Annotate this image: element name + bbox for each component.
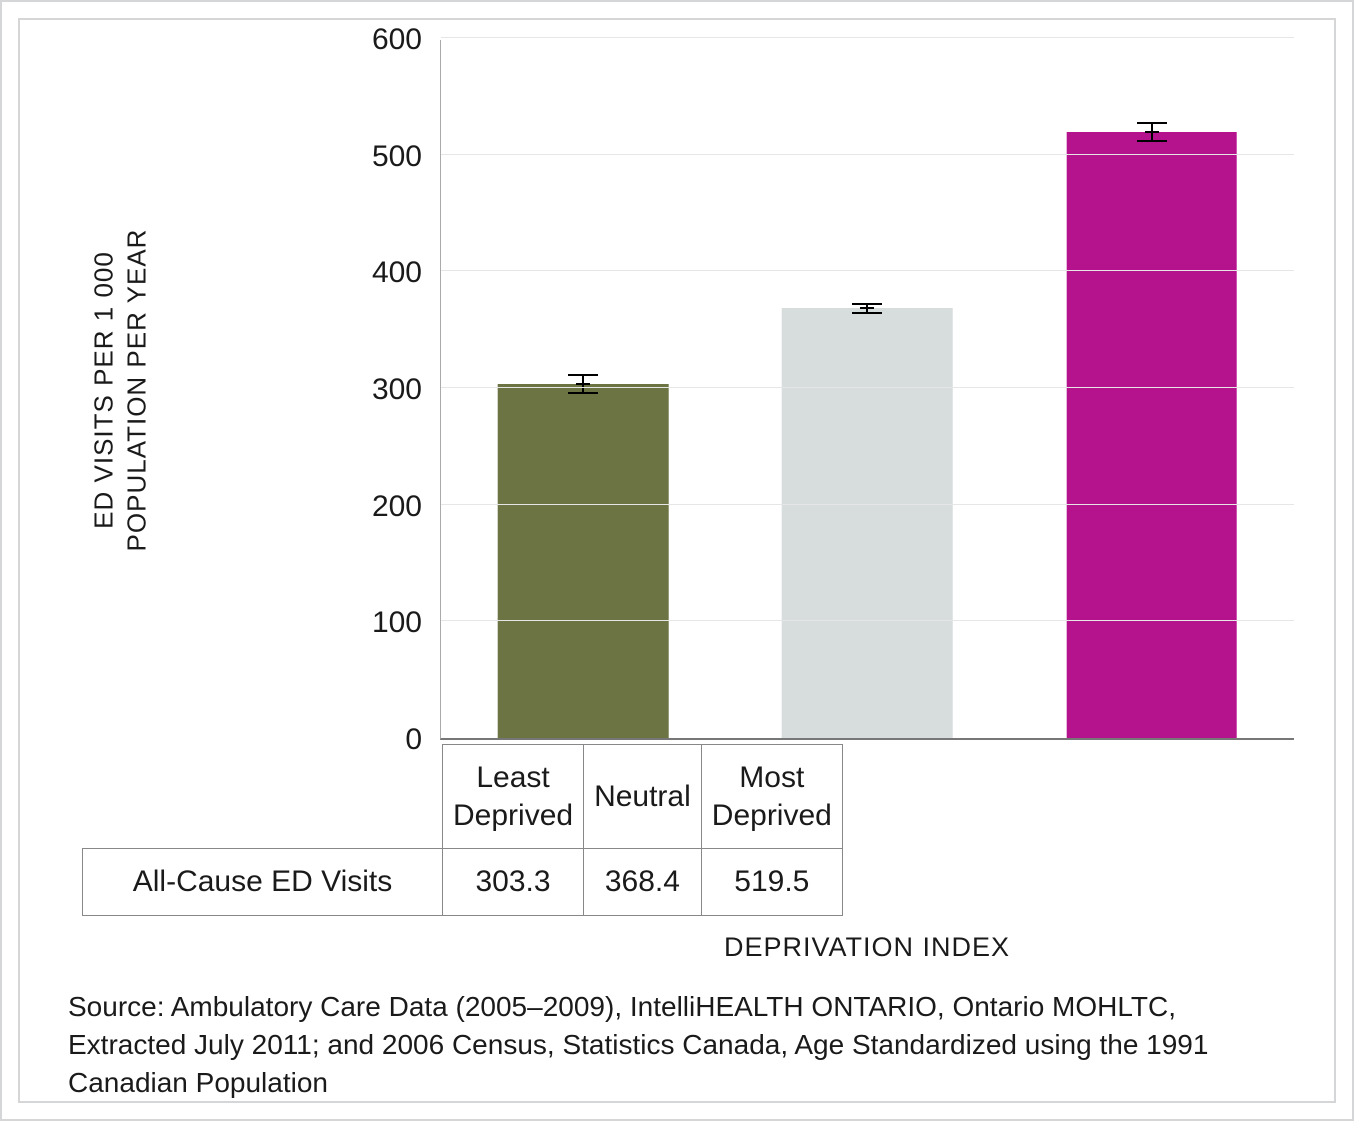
y-tick: 600 xyxy=(332,23,422,57)
source-text: Source: Ambulatory Care Data (2005–2009)… xyxy=(68,988,1294,1101)
y-axis-label-line1: ED VISITS PER 1 000 xyxy=(89,251,119,529)
bar xyxy=(498,384,669,738)
x-axis-label: DEPRIVATION INDEX xyxy=(440,932,1294,963)
plot-area xyxy=(440,40,1294,740)
outer-frame: ED VISITS PER 1 000 POPULATION PER YEAR … xyxy=(0,0,1354,1121)
y-tick: 400 xyxy=(332,256,422,290)
gridline xyxy=(441,37,1294,38)
y-tick: 300 xyxy=(332,373,422,407)
error-bar-cap-top xyxy=(1137,122,1167,124)
error-bar-cap-top xyxy=(568,374,598,376)
value-cell: 519.5 xyxy=(701,849,842,916)
error-bar-center-tick xyxy=(860,307,874,309)
error-bar-center-tick xyxy=(576,383,590,385)
plot-wrap: ED VISITS PER 1 000 POPULATION PER YEAR … xyxy=(80,40,1294,740)
bar xyxy=(782,308,953,738)
bar xyxy=(1067,132,1238,738)
bars-row xyxy=(441,40,1294,738)
y-tick: 500 xyxy=(332,140,422,174)
category-cell: MostDeprived xyxy=(701,745,842,849)
y-tick: 200 xyxy=(332,490,422,524)
y-axis-label: ED VISITS PER 1 000 POPULATION PER YEAR xyxy=(88,229,153,552)
gridline xyxy=(441,387,1294,388)
value-cell: 303.3 xyxy=(443,849,584,916)
bar-cell xyxy=(1010,40,1294,738)
error-bar-center-tick xyxy=(1145,131,1159,133)
bar-cell xyxy=(725,40,1009,738)
category-cell: LeastDeprived xyxy=(443,745,584,849)
error-bar-cap-bottom xyxy=(1137,140,1167,142)
y-axis-label-line2: POPULATION PER YEAR xyxy=(121,229,151,552)
value-cell: 368.4 xyxy=(584,849,702,916)
category-row: LeastDeprivedNeutralMostDeprived xyxy=(83,745,843,849)
y-axis-ticks: 0100200300400500600 xyxy=(340,40,430,740)
y-tick: 100 xyxy=(332,606,422,640)
row-header: All-Cause ED Visits xyxy=(83,849,443,916)
gridline xyxy=(441,620,1294,621)
error-bar-cap-bottom xyxy=(852,312,882,314)
gridline xyxy=(441,504,1294,505)
gridline xyxy=(441,154,1294,155)
category-row-spacer xyxy=(83,745,443,849)
error-bar-cap-top xyxy=(852,303,882,305)
chart-frame: ED VISITS PER 1 000 POPULATION PER YEAR … xyxy=(18,18,1336,1103)
error-bar-cap-bottom xyxy=(568,392,598,394)
gridline xyxy=(441,270,1294,271)
category-cell: Neutral xyxy=(584,745,702,849)
value-row: All-Cause ED Visits 303.3368.4519.5 xyxy=(83,849,843,916)
bar-cell xyxy=(441,40,725,738)
data-table: LeastDeprivedNeutralMostDeprived All-Cau… xyxy=(82,744,843,916)
